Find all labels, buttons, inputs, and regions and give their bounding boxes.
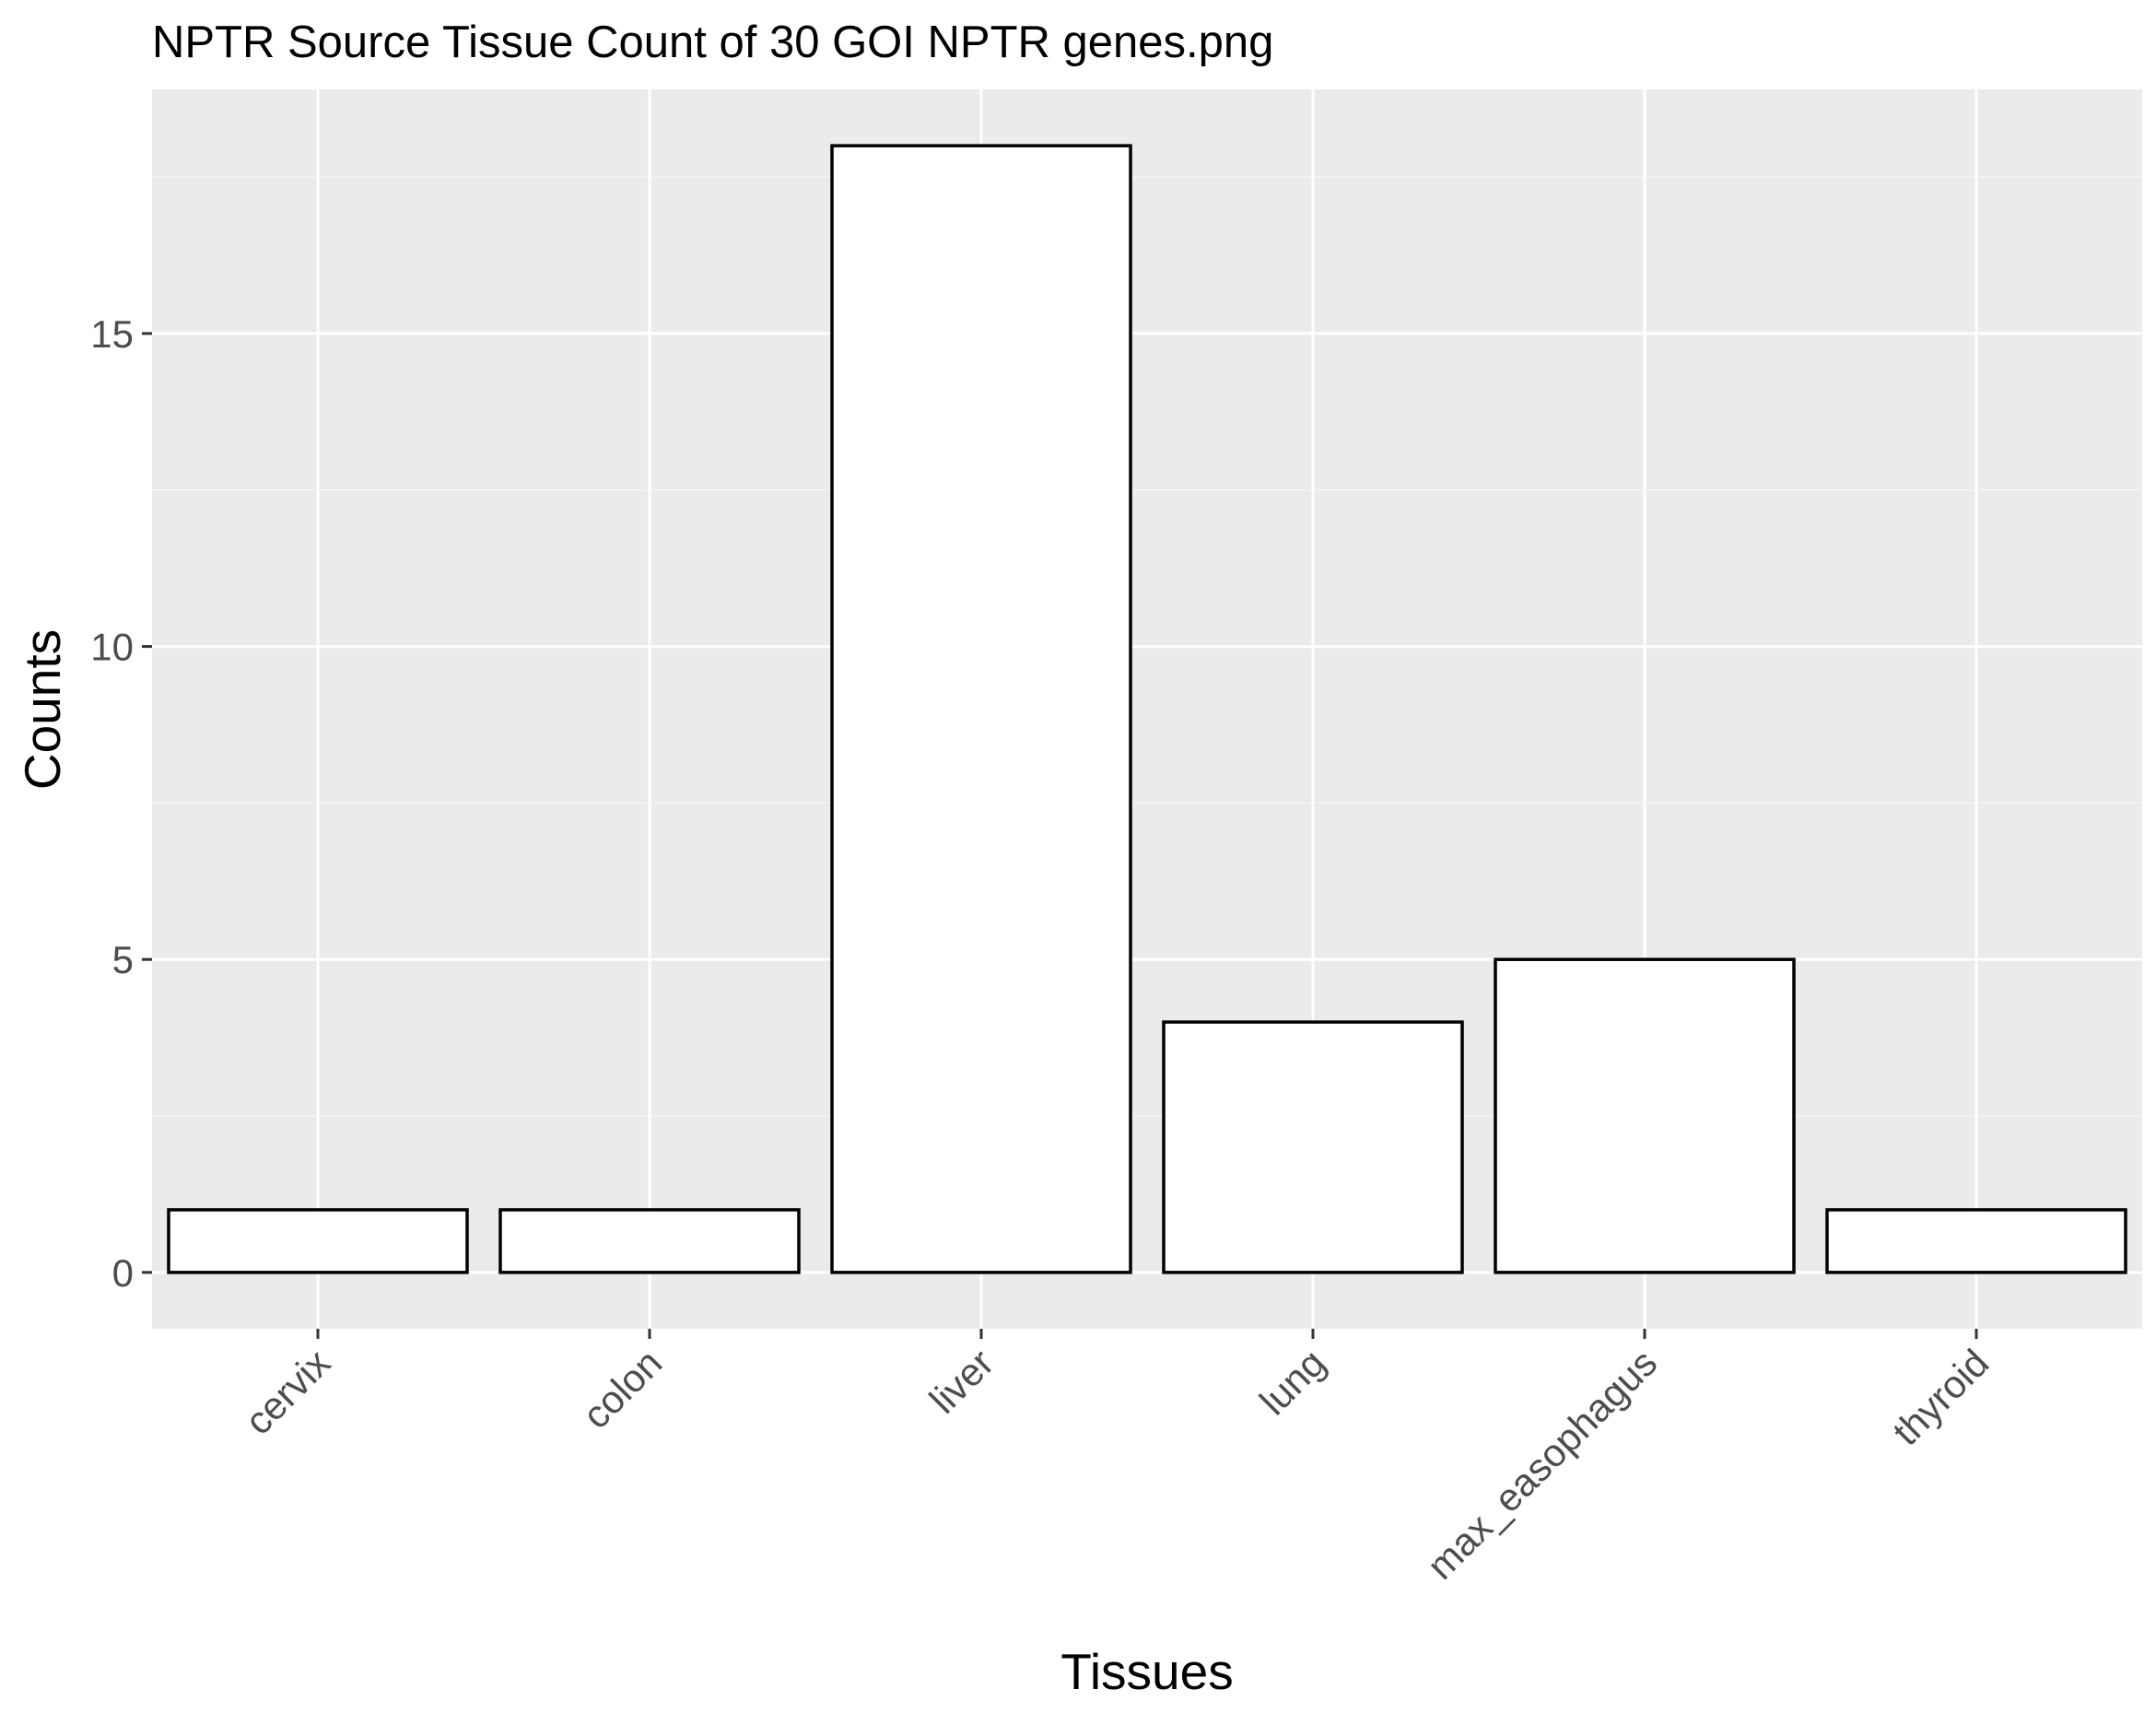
y-axis-title: Counts <box>14 629 71 790</box>
x-tick-label: colon <box>574 1341 670 1437</box>
minor-gridlines <box>152 176 2142 1117</box>
y-axis-ticks: 0 5 10 15 <box>90 312 152 1295</box>
bar-max_easophagus <box>1494 957 1796 1274</box>
x-tick-label: liver <box>921 1341 1002 1422</box>
y-tick-label: 5 <box>112 938 134 981</box>
plot-panel <box>152 89 2142 1329</box>
x-axis-ticks: cervix colon liver lung max_easophagus thyroi… <box>237 1329 1997 1588</box>
bar-cervix <box>167 1208 469 1274</box>
bars <box>167 144 2127 1274</box>
chart-title: NPTR Source Tissue Count of 30 GOI NPTR … <box>152 18 1273 67</box>
y-tick-label: 0 <box>112 1251 134 1295</box>
bar-thyroid <box>1825 1208 2127 1274</box>
bar-liver <box>830 144 1132 1274</box>
y-tick-label: 15 <box>90 312 134 356</box>
x-tick-label: cervix <box>237 1341 339 1443</box>
bar-colon <box>498 1208 801 1274</box>
x-axis-title: Tissues <box>1060 1643 1233 1700</box>
x-tick-label: lung <box>1251 1341 1333 1423</box>
y-tick-label: 10 <box>90 626 134 669</box>
bar-lung <box>1162 1020 1464 1274</box>
x-tick-label: thyroid <box>1884 1341 1997 1453</box>
x-tick-label: max_easophagus <box>1419 1341 1666 1588</box>
